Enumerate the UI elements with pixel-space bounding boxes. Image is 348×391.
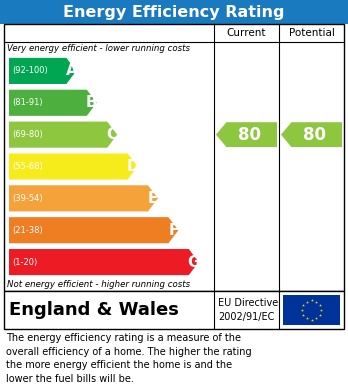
Text: (69-80): (69-80) (12, 130, 43, 139)
Text: (1-20): (1-20) (12, 258, 37, 267)
Text: (21-38): (21-38) (12, 226, 43, 235)
Polygon shape (9, 58, 76, 84)
Bar (0, 0, 348, 24)
Text: Potential: Potential (288, 28, 334, 38)
Text: A: A (65, 63, 77, 79)
Text: 80: 80 (238, 126, 261, 143)
Text: EU Directive
2002/91/EC: EU Directive 2002/91/EC (218, 298, 278, 322)
Text: (81-91): (81-91) (12, 98, 42, 107)
Text: (39-54): (39-54) (12, 194, 42, 203)
Polygon shape (9, 185, 158, 212)
Text: (55-68): (55-68) (12, 162, 43, 171)
Text: G: G (188, 255, 200, 269)
Text: E: E (148, 191, 158, 206)
Text: The energy efficiency rating is a measure of the
overall efficiency of a home. T: The energy efficiency rating is a measur… (6, 333, 252, 384)
Polygon shape (9, 122, 117, 148)
Text: (92-100): (92-100) (12, 66, 48, 75)
Bar (283, 295, 340, 325)
Text: Not energy efficient - higher running costs: Not energy efficient - higher running co… (7, 280, 190, 289)
Text: B: B (86, 95, 97, 110)
Polygon shape (216, 122, 277, 147)
Text: Current: Current (227, 28, 266, 38)
Polygon shape (9, 90, 97, 116)
Bar (4, 24, 344, 291)
Text: C: C (106, 127, 118, 142)
Polygon shape (9, 249, 199, 275)
Polygon shape (281, 122, 342, 147)
Text: 80: 80 (303, 126, 326, 143)
Text: England & Wales: England & Wales (9, 301, 179, 319)
Polygon shape (9, 153, 137, 179)
Polygon shape (9, 217, 178, 243)
Text: D: D (126, 159, 139, 174)
Text: F: F (168, 223, 179, 238)
Text: Very energy efficient - lower running costs: Very energy efficient - lower running co… (7, 44, 190, 53)
Bar (4, 291, 344, 329)
Text: Energy Efficiency Rating: Energy Efficiency Rating (63, 5, 285, 20)
